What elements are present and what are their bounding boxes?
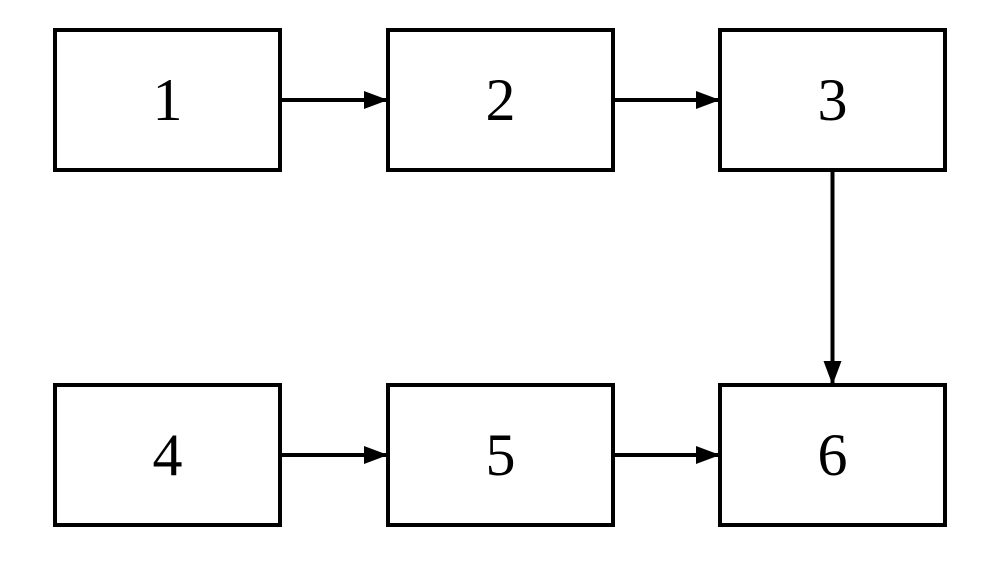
node-label: 1 [153, 67, 183, 133]
node-n2: 2 [388, 30, 613, 170]
node-n5: 5 [388, 385, 613, 525]
node-label: 3 [818, 67, 848, 133]
node-label: 2 [486, 67, 516, 133]
node-n4: 4 [55, 385, 280, 525]
node-label: 6 [818, 422, 848, 488]
node-n6: 6 [720, 385, 945, 525]
node-n3: 3 [720, 30, 945, 170]
flowchart-canvas: 1 2 3 4 5 6 [0, 0, 1000, 570]
node-n1: 1 [55, 30, 280, 170]
node-label: 5 [486, 422, 516, 488]
node-label: 4 [153, 422, 183, 488]
